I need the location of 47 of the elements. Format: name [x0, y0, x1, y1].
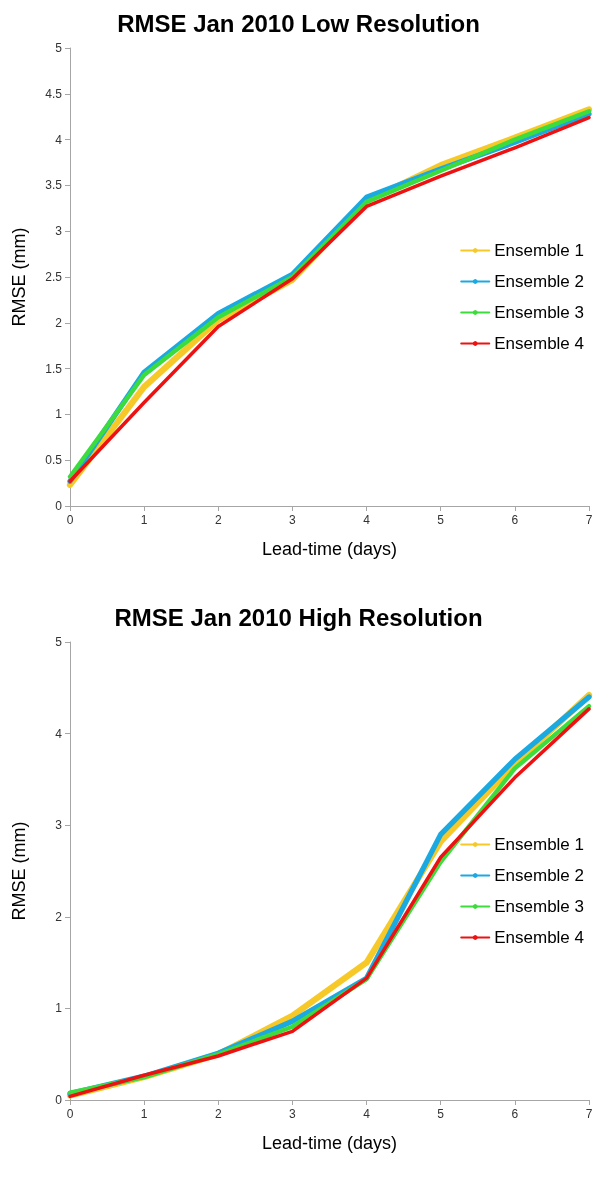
- x-tick-label: 3: [289, 1107, 297, 1121]
- x-tick-label: 1: [140, 1107, 148, 1121]
- x-tick-label: 0: [66, 1107, 74, 1121]
- legend-label: Ensemble 4: [494, 334, 585, 353]
- x-tick-label: 3: [289, 513, 297, 527]
- y-tick-label: 3.5: [45, 178, 63, 193]
- y-tick-label: 3: [55, 818, 63, 833]
- y-tick-label: 0: [55, 1093, 63, 1107]
- x-tick-label: 7: [585, 513, 593, 527]
- y-tick-label: 4: [55, 726, 63, 741]
- legend-label: Ensemble 2: [494, 272, 585, 291]
- legend-label: Ensemble 4: [494, 928, 585, 947]
- legend-label: Ensemble 1: [494, 241, 585, 260]
- x-tick-label: 0: [66, 513, 74, 527]
- x-axis-title: Lead-time (days): [261, 1133, 398, 1153]
- chart-title: RMSE Jan 2010 High Resolution: [114, 603, 483, 631]
- legend-label: Ensemble 1: [494, 835, 585, 854]
- x-tick-label: 5: [437, 513, 445, 527]
- y-tick-label: 0: [55, 499, 63, 513]
- x-tick-label: 4: [363, 513, 371, 527]
- x-tick-label: 6: [511, 513, 519, 527]
- y-tick-label: 4: [55, 132, 63, 147]
- y-tick-label: 4.5: [45, 86, 63, 101]
- y-tick-label: 2: [55, 315, 63, 330]
- y-tick-label: 1: [55, 407, 63, 422]
- chart-title: RMSE Jan 2010 Low Resolution: [117, 9, 480, 37]
- y-tick-label: 2.5: [45, 270, 63, 284]
- x-tick-label: 2: [214, 1107, 222, 1121]
- x-tick-label: 6: [511, 1107, 519, 1121]
- x-tick-label: 4: [363, 1107, 371, 1121]
- legend-label: Ensemble 3: [494, 303, 585, 322]
- y-tick-label: 0.5: [45, 453, 63, 468]
- x-tick-label: 7: [585, 1107, 593, 1121]
- x-tick-label: 5: [437, 1107, 445, 1121]
- legend-label: Ensemble 3: [494, 897, 585, 916]
- y-tick-label: 5: [55, 41, 63, 55]
- x-tick-label: 2: [214, 513, 222, 527]
- x-axis-title: Lead-time (days): [261, 539, 398, 559]
- y-tick-label: 5: [55, 635, 63, 649]
- y-tick-label: 1.5: [45, 361, 63, 376]
- y-axis-title: RMSE (mm): [9, 821, 29, 921]
- y-tick-label: 1: [55, 1001, 63, 1016]
- y-axis-title: RMSE (mm): [9, 227, 29, 327]
- y-tick-label: 2: [55, 909, 63, 924]
- y-tick-label: 3: [55, 224, 63, 239]
- x-tick-label: 1: [140, 513, 148, 527]
- legend-label: Ensemble 2: [494, 866, 585, 885]
